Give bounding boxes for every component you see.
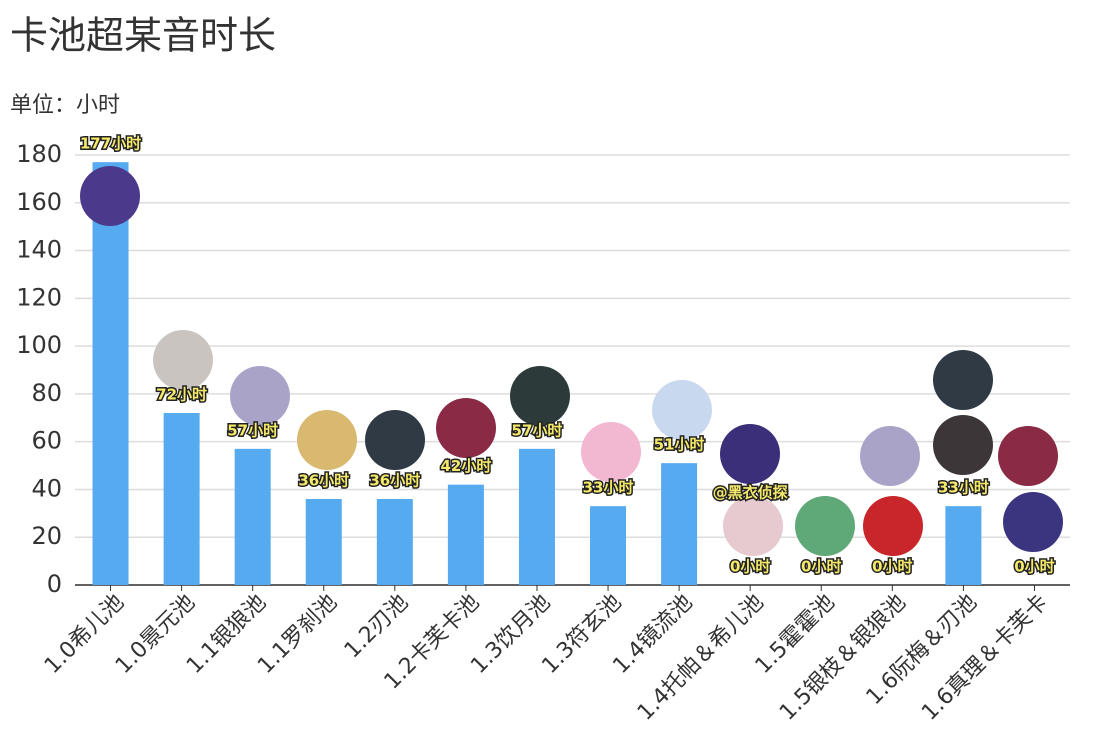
- bar: [305, 499, 342, 585]
- avatar: [80, 166, 140, 226]
- avatar: [230, 366, 290, 426]
- value-label: 0小时: [801, 558, 841, 576]
- x-tick-label: 1.4托帕＆希儿池: [633, 590, 769, 726]
- value-label: 36小时: [369, 472, 420, 490]
- value-label: 57小时: [512, 421, 563, 439]
- avatar: [1003, 492, 1063, 552]
- value-label: 72小时: [156, 386, 207, 404]
- avatar: [933, 350, 993, 410]
- avatar: [297, 410, 357, 470]
- y-tick-label: 80: [31, 379, 62, 407]
- bar: [518, 448, 555, 585]
- x-tick-label: 1.2刃池: [340, 590, 414, 664]
- avatar: [860, 426, 920, 486]
- avatar: [365, 410, 425, 470]
- bar: [661, 463, 698, 585]
- avatar: [510, 366, 570, 426]
- y-tick-label: 0: [47, 570, 62, 598]
- bar: [163, 413, 200, 585]
- avatar: [581, 422, 641, 482]
- bar: [234, 448, 271, 585]
- y-tick-label: 60: [31, 427, 62, 455]
- y-tick-label: 100: [16, 331, 62, 359]
- avatar: [153, 330, 213, 390]
- chart-title: 卡池超某音时长: [10, 14, 276, 58]
- avatar: [723, 496, 783, 556]
- value-label: 0小时: [1014, 558, 1054, 576]
- annotation: @黑衣侦探: [713, 484, 788, 502]
- avatar: [863, 496, 923, 556]
- bar: [945, 506, 982, 585]
- value-label: 57小时: [227, 421, 278, 439]
- avatar: [436, 398, 496, 458]
- value-label: 0小时: [730, 558, 770, 576]
- chart-subtitle: 单位：小时: [10, 93, 120, 118]
- bar: [590, 506, 627, 585]
- value-label: 51小时: [654, 436, 705, 454]
- avatar: [933, 415, 993, 475]
- avatar: [720, 424, 780, 484]
- y-tick-label: 160: [16, 188, 62, 216]
- y-tick-label: 120: [16, 283, 62, 311]
- avatar: [795, 496, 855, 556]
- bar: [447, 484, 484, 585]
- value-label: 42小时: [440, 457, 491, 475]
- y-tick-label: 20: [31, 522, 62, 550]
- y-tick-label: 140: [16, 236, 62, 264]
- x-tick-label: 1.6真理＆卡芙卡: [917, 590, 1053, 726]
- value-label: 177小时: [80, 135, 141, 153]
- value-label: 36小时: [298, 472, 349, 490]
- avatars: [80, 166, 1063, 556]
- x-tick-label: 1.5银枝＆银狼池: [775, 590, 911, 726]
- bar: [92, 162, 129, 585]
- avatar: [998, 426, 1058, 486]
- avatar: [652, 380, 712, 440]
- y-tick-label: 40: [31, 474, 62, 502]
- bar: [376, 499, 413, 585]
- value-label: 33小时: [583, 479, 634, 497]
- y-tick-label: 180: [16, 140, 62, 168]
- value-label: 0小时: [872, 558, 912, 576]
- value-label: 33小时: [938, 479, 989, 497]
